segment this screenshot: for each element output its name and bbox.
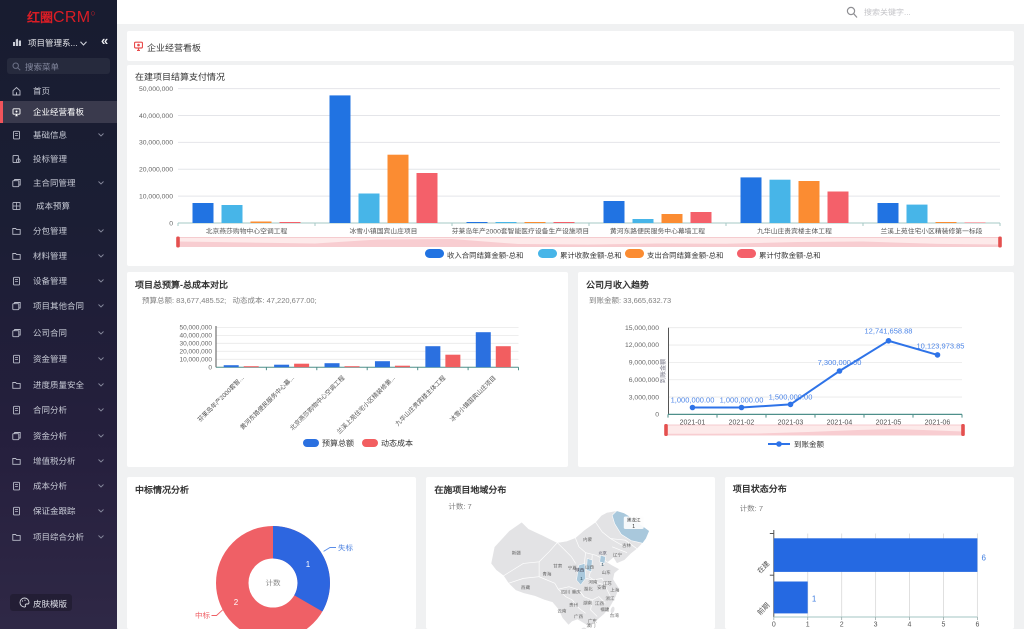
svg-text:0: 0	[169, 220, 173, 227]
svg-text:10,000,000: 10,000,000	[139, 193, 173, 200]
svg-text:50,000,000: 50,000,000	[139, 86, 173, 93]
svg-text:6: 6	[975, 622, 979, 629]
svg-text:1,500,000.00: 1,500,000.00	[769, 392, 813, 401]
svg-text:9,000,000: 9,000,000	[629, 360, 659, 367]
svg-text:计数: 计数	[266, 579, 281, 588]
svg-text:江西: 江西	[595, 601, 605, 606]
svg-text:40,000,000: 40,000,000	[139, 113, 173, 120]
svg-text:2021-06: 2021-06	[925, 420, 951, 427]
svg-text:5: 5	[941, 622, 945, 629]
svg-text:0: 0	[655, 412, 659, 419]
svg-text:0: 0	[772, 622, 776, 629]
svg-text:青海: 青海	[543, 572, 553, 577]
svg-text:动态成本: 动态成本	[381, 439, 413, 448]
svg-text:1,000,000.00: 1,000,000.00	[720, 396, 764, 405]
svg-text:30,000,000: 30,000,000	[179, 341, 212, 348]
svg-text:西藏: 西藏	[521, 585, 531, 590]
svg-text:吉林: 吉林	[622, 543, 632, 548]
svg-text:到账金额: 到账金额	[659, 358, 667, 384]
svg-text:上海: 上海	[611, 587, 621, 592]
svg-text:前期: 前期	[756, 601, 772, 617]
svg-text:黄河东路便民服务中心幕...: 黄河东路便民服务中心幕...	[239, 374, 297, 432]
svg-text:广东: 广东	[588, 618, 598, 623]
svg-text:4: 4	[907, 622, 911, 629]
svg-text:中标: 中标	[195, 611, 210, 620]
svg-text:1: 1	[306, 560, 311, 569]
svg-text:安徽: 安徽	[598, 585, 608, 590]
svg-text:10,000,000: 10,000,000	[179, 356, 212, 363]
svg-text:2021-02: 2021-02	[729, 420, 755, 427]
svg-text:预算总额: 预算总额	[322, 439, 354, 448]
svg-text:0: 0	[208, 364, 212, 371]
svg-text:1: 1	[602, 562, 605, 568]
svg-text:台湾: 台湾	[610, 613, 620, 618]
svg-text:2: 2	[839, 622, 843, 629]
svg-text:湖南: 湖南	[583, 600, 593, 605]
svg-text:山西: 山西	[585, 564, 595, 569]
svg-text:3,000,000: 3,000,000	[629, 394, 659, 401]
svg-text:2021-05: 2021-05	[876, 420, 902, 427]
svg-text:在建: 在建	[756, 560, 772, 576]
svg-text:冰雪小镇国宾山庄项目: 冰雪小镇国宾山庄项目	[448, 374, 497, 423]
svg-text:黄河东路便民服务中心幕墙工程: 黄河东路便民服务中心幕墙工程	[610, 228, 705, 236]
svg-text:2021-03: 2021-03	[778, 420, 804, 427]
svg-text:兰溪上苑住宅小区精装修第...: 兰溪上苑住宅小区精装修第...	[335, 374, 397, 436]
svg-text:50,000,000: 50,000,000	[179, 325, 212, 332]
svg-text:广西: 广西	[574, 614, 584, 619]
svg-text:2: 2	[234, 598, 239, 607]
svg-text:黑龙江: 黑龙江	[627, 518, 641, 523]
svg-text:到账金额: 到账金额	[794, 440, 824, 449]
svg-text:宁夏: 宁夏	[568, 565, 578, 570]
svg-text:1: 1	[633, 524, 636, 530]
svg-text:芬莱岛年产2000套智能医疗设备生产设施项目: 芬莱岛年产2000套智能医疗设备生产设施项目	[452, 228, 589, 236]
svg-text:1,000,000.00: 1,000,000.00	[671, 396, 715, 405]
svg-text:福建: 福建	[601, 607, 611, 612]
svg-text:浙江: 浙江	[606, 596, 616, 601]
svg-text:兰溪上苑住宅小区精装修第一标段: 兰溪上苑住宅小区精装修第一标段	[881, 228, 983, 236]
svg-text:2021-01: 2021-01	[680, 420, 706, 427]
svg-text:甘肃: 甘肃	[553, 564, 563, 569]
svg-text:20,000,000: 20,000,000	[179, 349, 212, 356]
svg-text:40,000,000: 40,000,000	[179, 333, 212, 340]
svg-text:20,000,000: 20,000,000	[139, 167, 173, 174]
svg-text:北京燕莎购物中心空调工程: 北京燕莎购物中心空调工程	[288, 374, 346, 432]
svg-text:湖北: 湖北	[584, 586, 594, 591]
svg-text:新疆: 新疆	[512, 550, 522, 555]
svg-text:失标: 失标	[338, 543, 353, 552]
svg-text:3: 3	[873, 622, 877, 629]
svg-text:北京燕莎购物中心空调工程: 北京燕莎购物中心空调工程	[206, 228, 288, 236]
svg-text:江苏: 江苏	[603, 581, 613, 586]
svg-text:12,741,658.88: 12,741,658.88	[865, 326, 913, 335]
svg-text:河南: 河南	[589, 579, 599, 584]
svg-text:九华山庄贵宾楼主体工程: 九华山庄贵宾楼主体工程	[757, 228, 832, 236]
svg-text:澳门: 澳门	[587, 623, 597, 628]
svg-text:1: 1	[805, 622, 809, 629]
svg-text:内蒙: 内蒙	[583, 537, 593, 542]
svg-text:芬莱岛年产2000套智...: 芬莱岛年产2000套智...	[196, 374, 246, 424]
svg-text:九华山庄贵宾楼主体工程: 九华山庄贵宾楼主体工程	[394, 374, 448, 428]
svg-text:陕西: 陕西	[576, 568, 586, 573]
svg-text:10,123,973.85: 10,123,973.85	[917, 341, 965, 350]
svg-text:冰雪小镇国宾山庄项目: 冰雪小镇国宾山庄项目	[350, 228, 418, 236]
svg-text:6: 6	[981, 554, 986, 563]
svg-text:辽宁: 辽宁	[613, 553, 623, 558]
svg-text:15,000,000: 15,000,000	[625, 325, 659, 332]
svg-text:北京: 北京	[599, 550, 607, 555]
svg-text:7,300,000.00: 7,300,000.00	[818, 358, 862, 367]
svg-text:1: 1	[580, 576, 583, 582]
svg-text:贵州: 贵州	[569, 603, 579, 608]
svg-text:1: 1	[812, 595, 817, 604]
svg-text:云南: 云南	[558, 609, 568, 614]
svg-text:四川: 四川	[562, 589, 572, 594]
svg-text:30,000,000: 30,000,000	[139, 140, 173, 147]
svg-text:山东: 山东	[602, 570, 612, 575]
svg-text:2021-04: 2021-04	[827, 420, 853, 427]
svg-text:12,000,000: 12,000,000	[625, 342, 659, 349]
svg-text:6,000,000: 6,000,000	[629, 377, 659, 384]
svg-text:重庆: 重庆	[572, 590, 582, 595]
